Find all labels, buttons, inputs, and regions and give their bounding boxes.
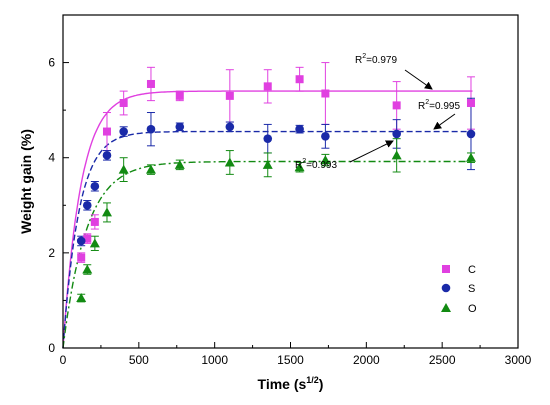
x-axis-title: Time (s1/2) [258,375,324,392]
point-c [102,127,111,136]
fit-curve-o [62,160,473,349]
legend-marker-c [442,265,450,273]
point-o [118,164,129,174]
x-tick-label: 500 [129,353,149,367]
y-tick-label: 0 [48,341,55,355]
point-s [102,151,112,160]
point-c [392,101,401,110]
point-o [82,264,93,274]
point-o [76,293,87,303]
point-o [465,152,476,162]
r-squared-arrow [349,140,394,163]
point-s [225,122,235,132]
point-s [321,132,330,141]
x-tick-label: 2000 [353,353,380,367]
point-o [101,207,112,217]
point-c [321,89,330,98]
point-c [77,253,86,262]
point-o [262,159,273,169]
point-c [83,234,92,243]
legend-label-o: O [468,303,477,315]
point-o [391,150,402,160]
point-s [76,236,86,246]
point-s [175,122,185,132]
x-tick-label: 2500 [429,353,456,367]
r-squared-arrow [433,113,456,130]
y-axis-ticks: 0 2 4 6 [48,14,69,355]
point-s [82,200,92,210]
point-s [119,127,128,136]
legend-label-c: C [468,264,476,276]
x-tick-label: 1500 [277,353,304,367]
point-c [295,75,304,84]
point-s [146,124,156,134]
r-squared-arrow [404,69,433,90]
y-tick-label: 4 [48,151,55,165]
point-c [146,79,155,88]
point-o [294,162,305,172]
point-s [392,129,401,139]
point-c [90,217,99,226]
legend-marker-s [441,283,451,293]
x-tick-label: 1000 [201,353,228,367]
point-o [145,164,156,174]
point-c [263,82,272,91]
plot-frame [62,14,519,349]
y-axis-title: Weight gain (%) [18,129,34,234]
r-squared-label-c: R2=0.979 [355,53,397,66]
point-s [263,134,273,143]
x-tick-label: 0 [60,353,67,367]
point-s [90,181,100,191]
point-s [295,124,304,134]
r-squared-label-s: R2=0.995 [418,99,460,112]
x-tick-label: 3000 [505,353,532,367]
point-o [320,155,331,165]
point-o [224,157,235,167]
point-c [466,99,475,108]
x-axis-ticks: 0 500 1000 1500 2000 2500 3000 [60,342,532,367]
r-squared-annotations: R2=0.979 R2=0.995 R2=0.993 [295,53,460,171]
point-c [225,91,234,100]
legend-marker-o [441,303,451,312]
legend: CSO [441,264,477,315]
legend-label-s: S [468,283,475,295]
point-c [175,91,184,100]
y-tick-label: 6 [48,56,55,70]
r-squared-label-o: R2=0.993 [295,158,337,171]
point-o [174,159,185,169]
point-s [466,129,476,139]
point-o [89,238,100,248]
data-points [76,75,476,303]
error-bars [77,62,475,303]
point-c [119,99,128,108]
y-tick-label: 2 [48,246,55,260]
